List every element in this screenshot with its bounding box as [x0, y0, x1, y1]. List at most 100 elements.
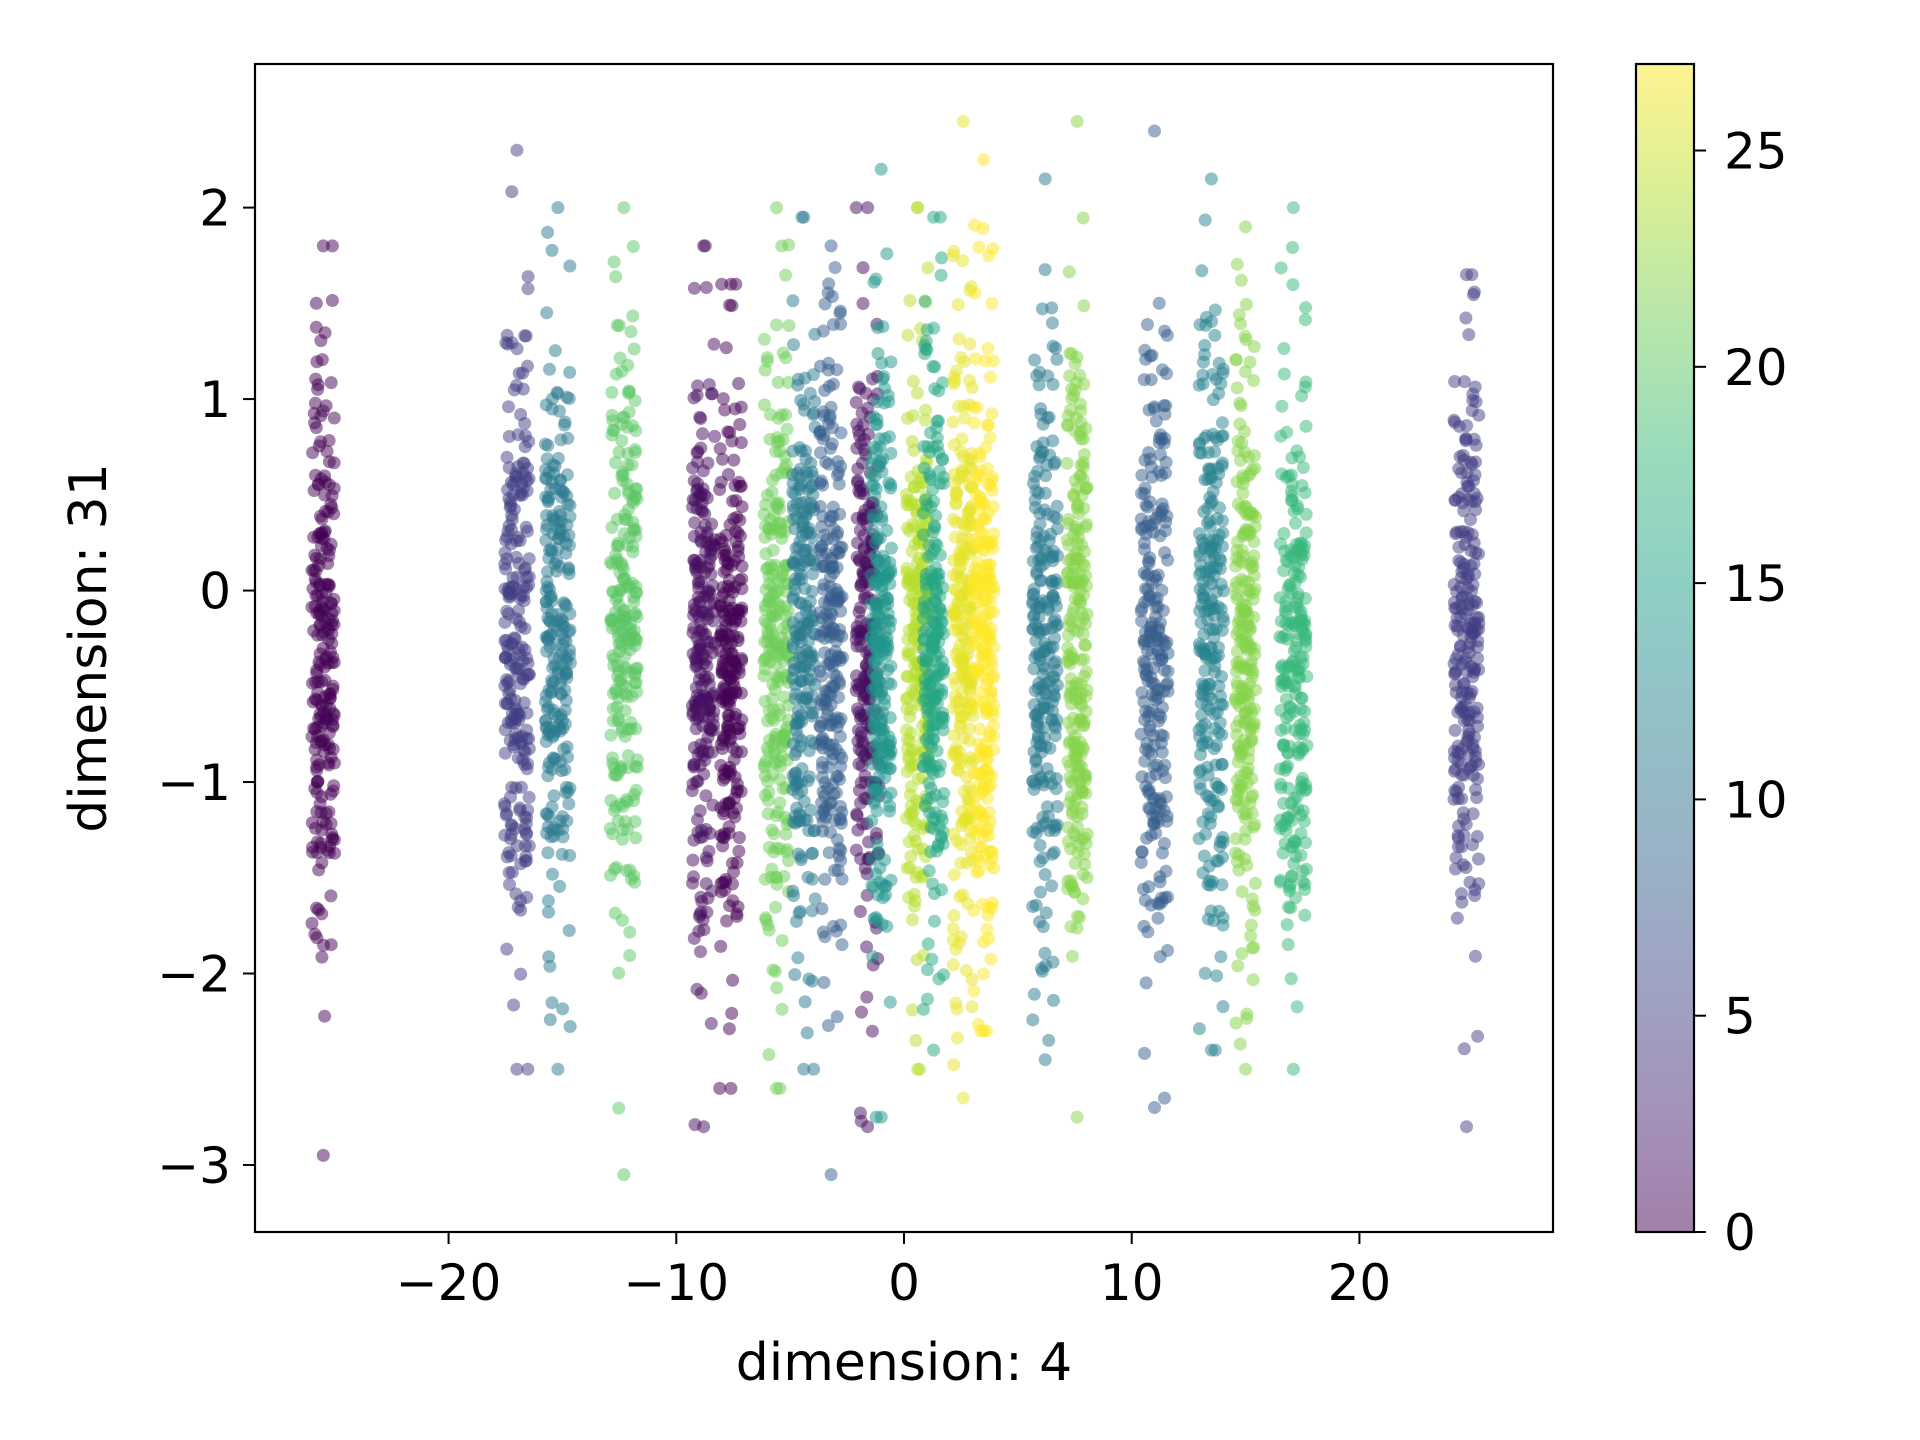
data-point — [694, 890, 708, 904]
data-point — [1276, 737, 1290, 751]
data-point — [1040, 800, 1054, 814]
data-point — [867, 440, 881, 454]
data-point — [1278, 837, 1292, 851]
data-point — [834, 813, 848, 827]
data-point — [1245, 772, 1259, 785]
data-point — [987, 580, 1001, 594]
data-point — [926, 732, 940, 746]
data-point — [309, 320, 323, 334]
data-point — [861, 1120, 875, 1134]
data-point — [551, 201, 565, 215]
data-point — [1033, 838, 1047, 852]
data-point — [823, 630, 837, 644]
data-point — [947, 909, 961, 923]
data-point — [948, 438, 961, 452]
data-point — [1199, 827, 1213, 841]
data-point — [1292, 670, 1306, 684]
data-point — [856, 261, 870, 275]
data-point — [987, 527, 1001, 541]
data-point — [612, 664, 626, 678]
data-point — [1299, 526, 1313, 540]
data-point — [722, 642, 736, 656]
data-point — [1134, 856, 1148, 869]
data-point — [1248, 818, 1262, 832]
data-point — [879, 648, 893, 662]
data-point — [630, 760, 644, 774]
data-point — [799, 599, 813, 613]
data-point — [864, 568, 878, 582]
data-point — [817, 976, 831, 989]
data-point — [1145, 616, 1159, 630]
data-point — [546, 458, 560, 472]
data-point — [808, 892, 822, 906]
data-point — [1286, 1062, 1300, 1076]
data-point — [973, 571, 987, 585]
data-point — [318, 652, 332, 666]
data-point — [880, 247, 894, 261]
data-point — [926, 877, 939, 891]
data-point — [540, 306, 554, 320]
data-point — [714, 939, 728, 953]
data-point — [730, 745, 744, 759]
data-point — [877, 728, 890, 741]
data-point — [950, 364, 964, 378]
data-point — [735, 652, 748, 665]
data-point — [828, 863, 842, 877]
data-point — [1244, 642, 1258, 655]
data-point — [818, 646, 832, 660]
data-point — [1289, 516, 1302, 530]
data-point — [960, 856, 974, 870]
data-point — [952, 644, 965, 658]
data-point — [718, 614, 732, 627]
data-point — [902, 891, 916, 905]
data-point — [798, 813, 812, 827]
data-point — [1029, 826, 1043, 840]
data-point — [1229, 580, 1243, 594]
data-point — [519, 827, 533, 841]
data-point — [867, 656, 881, 670]
data-point — [723, 573, 736, 587]
data-point — [1238, 329, 1252, 343]
data-point — [767, 845, 781, 859]
data-point — [834, 317, 848, 331]
data-point — [985, 296, 999, 310]
data-point — [1299, 862, 1313, 876]
data-point — [975, 840, 989, 854]
data-point — [1073, 910, 1086, 924]
data-point — [699, 605, 713, 619]
data-point — [934, 829, 948, 843]
data-point — [725, 1006, 739, 1020]
data-point — [881, 389, 895, 402]
data-point — [981, 752, 995, 766]
data-point — [1235, 947, 1249, 960]
data-point — [510, 1062, 524, 1076]
data-point — [1195, 533, 1209, 547]
data-point — [883, 799, 897, 813]
cluster-8 — [813, 239, 849, 1182]
data-point — [978, 738, 992, 752]
data-point — [315, 353, 329, 367]
data-point — [1050, 499, 1064, 513]
data-point — [540, 630, 554, 644]
data-point — [815, 669, 829, 683]
data-point — [1149, 511, 1163, 525]
cluster-2 — [538, 201, 577, 1076]
data-point — [319, 399, 333, 413]
data-point — [617, 604, 631, 618]
data-point — [864, 468, 878, 482]
data-point — [878, 432, 892, 446]
data-point — [874, 1110, 888, 1124]
data-point — [986, 896, 999, 910]
data-point — [769, 519, 783, 533]
data-point — [902, 835, 916, 849]
data-point — [804, 706, 818, 720]
data-point — [627, 590, 641, 604]
data-point — [316, 1148, 330, 1162]
data-point — [1289, 687, 1303, 701]
data-point — [853, 523, 867, 537]
data-point — [560, 814, 574, 828]
data-point — [761, 714, 775, 728]
data-point — [1245, 705, 1259, 719]
data-point — [910, 556, 924, 569]
data-point — [798, 995, 812, 1009]
